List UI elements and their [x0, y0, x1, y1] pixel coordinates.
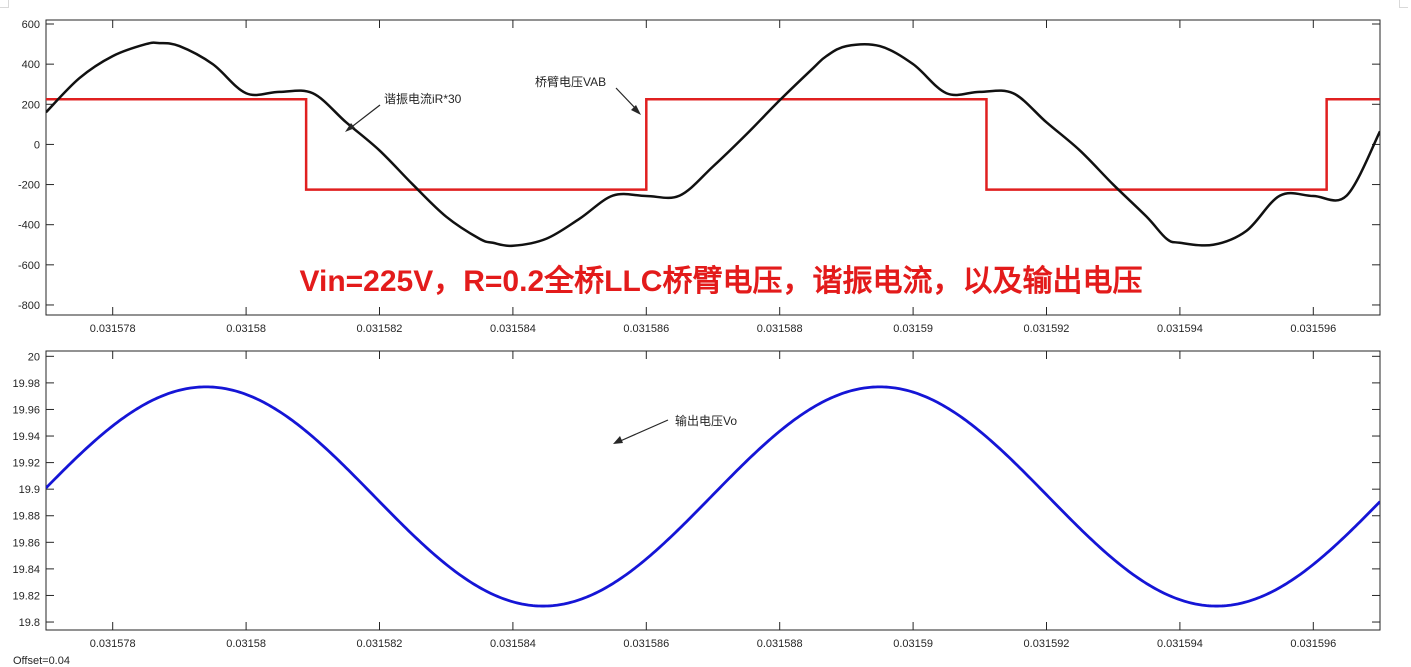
y-tick-label: 19.8: [19, 617, 40, 629]
x-tick-label: 0.031584: [490, 638, 536, 650]
vo-annotation-arrow: [617, 419, 669, 443]
current-annotation-arrow: [348, 104, 381, 130]
y-tick-label: -800: [18, 300, 40, 312]
x-tick-label: 0.031584: [490, 323, 536, 335]
top-x-axis-ticks: 0.031578 0.03158 0.031582 0.031584 0.031586 0…: [90, 20, 1336, 335]
vab-annotation-arrow: [615, 87, 638, 111]
x-tick-label: 0.031586: [623, 638, 669, 650]
y-tick-label: 20: [28, 351, 40, 363]
x-tick-label: 0.031588: [757, 638, 803, 650]
resonant-current-line: [46, 41, 1380, 248]
top-y-axis-ticks: 600 400 200 0 -200 -400 -600 -800: [18, 19, 1380, 312]
y-tick-label: 200: [22, 99, 40, 111]
x-tick-label: 0.03159: [893, 323, 933, 335]
x-tick-label: 0.031596: [1290, 638, 1336, 650]
y-tick-label: 0: [34, 139, 40, 151]
y-tick-label: 19.82: [12, 590, 40, 602]
bottom-plot-panel: 0.031578 0.03158 0.031582 0.031584 0.031586 0…: [12, 350, 1381, 650]
chart-title: Vin=225V，R=0.2全桥LLC桥臂电压，谐振电流，以及输出电压: [300, 264, 1143, 298]
y-tick-label: 19.88: [12, 511, 40, 523]
x-tick-label: 0.031578: [90, 638, 136, 650]
current-annotation-arrowhead: [345, 123, 355, 132]
y-tick-label: 600: [22, 19, 40, 31]
x-tick-label: 0.031594: [1157, 323, 1203, 335]
x-tick-label: 0.03158: [226, 638, 266, 650]
y-tick-label: 400: [22, 59, 40, 71]
y-tick-label: 19.98: [12, 378, 40, 390]
x-tick-label: 0.03158: [226, 323, 266, 335]
y-tick-label: -400: [18, 220, 40, 232]
output-voltage-line: [46, 385, 1380, 608]
y-tick-label: 19.94: [12, 431, 40, 443]
x-tick-label: 0.031582: [357, 638, 403, 650]
x-tick-label: 0.031588: [757, 323, 803, 335]
bottom-x-axis-ticks: 0.031578 0.03158 0.031582 0.031584 0.031586 0…: [90, 351, 1336, 650]
window-corner-right: [1399, 0, 1408, 8]
offset-label: Offset=0.04: [13, 655, 70, 667]
vo-annotation-arrowhead: [613, 436, 623, 444]
x-tick-label: 0.031596: [1290, 323, 1336, 335]
y-tick-label: 19.92: [12, 458, 40, 470]
current-annotation-label: 谐振电流iR*30: [384, 92, 462, 106]
y-tick-label: 19.96: [12, 404, 40, 416]
y-tick-label: -600: [18, 260, 40, 272]
x-tick-label: 0.03159: [893, 638, 933, 650]
x-tick-label: 0.031592: [1024, 323, 1070, 335]
vab-annotation-label: 桥臂电压VAB: [535, 75, 606, 89]
top-plot-panel: 0.031578 0.03158 0.031582 0.031584 0.031586 0…: [18, 19, 1381, 335]
y-tick-label: 19.9: [19, 484, 40, 496]
voltage-vab-line: [46, 98, 1380, 191]
y-tick-label: 19.86: [12, 537, 40, 549]
bottom-y-axis-ticks: 20 19.98 19.96 19.94 19.92 19.9 19.88 19.86 19.8…: [12, 351, 1380, 629]
x-tick-label: 0.031582: [357, 323, 403, 335]
window-corner-left: [0, 0, 9, 8]
y-tick-label: 19.84: [12, 564, 40, 576]
x-tick-label: 0.031594: [1157, 638, 1203, 650]
x-tick-label: 0.031578: [90, 323, 136, 335]
x-tick-label: 0.031586: [623, 323, 669, 335]
vo-annotation-label: 输出电压Vo: [675, 413, 737, 428]
x-tick-label: 0.031592: [1024, 638, 1070, 650]
vab-annotation-arrowhead: [631, 105, 641, 115]
bottom-plot-frame: [45, 350, 1381, 631]
y-tick-label: -200: [18, 180, 40, 192]
